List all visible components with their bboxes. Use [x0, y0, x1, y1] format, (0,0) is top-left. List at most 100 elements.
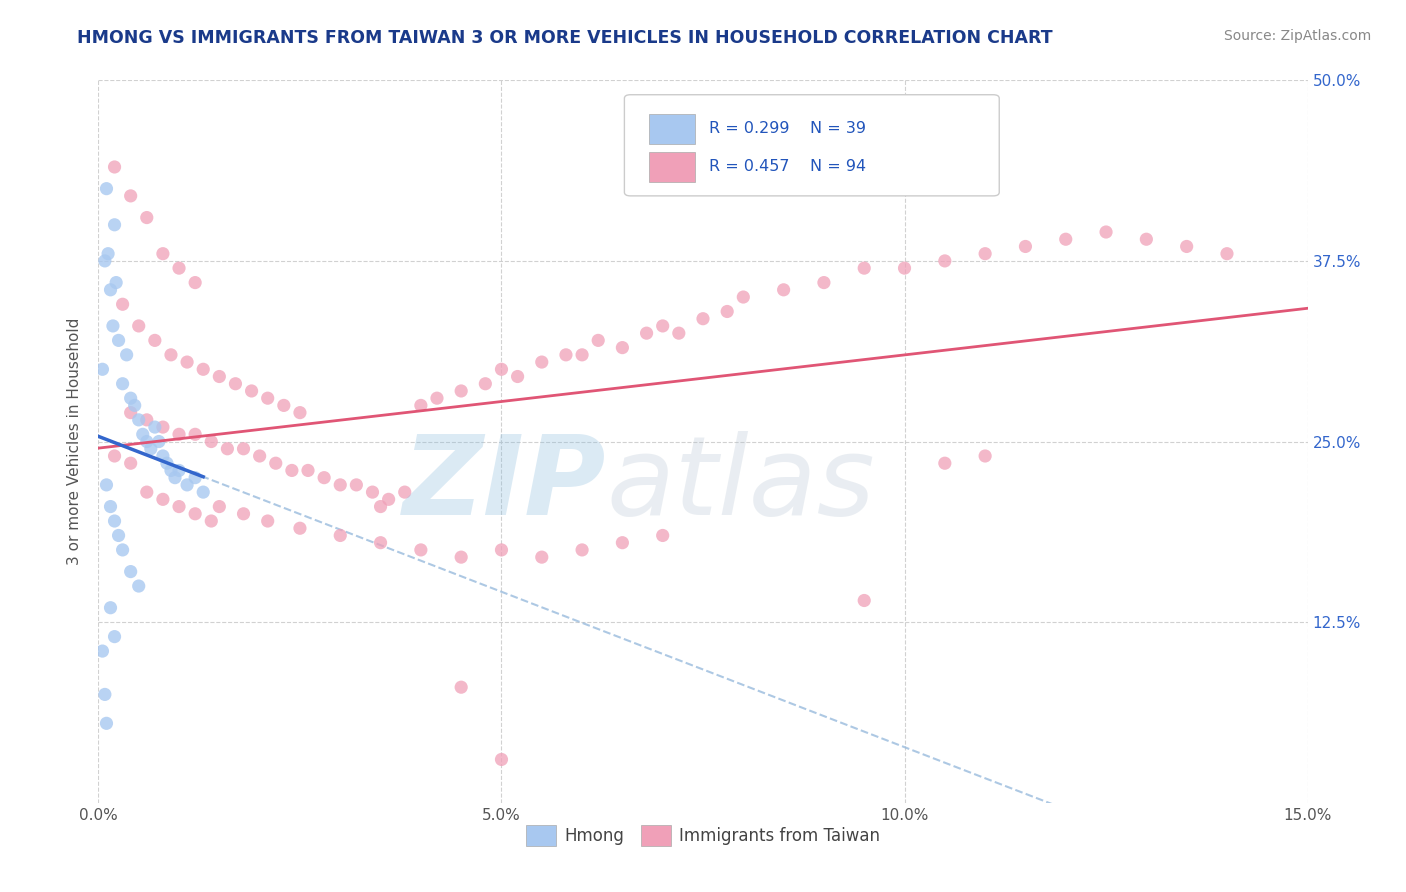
Point: [100, 600, 122, 615]
Point: [1095, 225, 1118, 239]
Point: [163, 471, 186, 485]
Point: [176, 355, 198, 369]
Point: [668, 326, 690, 341]
Point: [135, 485, 157, 500]
Point: [103, 630, 125, 644]
Point: [853, 261, 876, 276]
Point: [555, 348, 578, 362]
Point: [934, 456, 956, 470]
Point: [111, 376, 134, 391]
Point: [377, 492, 399, 507]
Point: [426, 391, 449, 405]
Point: [135, 211, 157, 225]
Point: [128, 579, 150, 593]
Point: [232, 442, 254, 456]
Point: [152, 420, 174, 434]
Point: [651, 318, 673, 333]
Point: [176, 478, 198, 492]
Point: [148, 434, 170, 449]
Point: [132, 427, 155, 442]
Point: [288, 406, 311, 420]
Point: [264, 456, 287, 470]
Point: [107, 528, 129, 542]
Point: [184, 427, 207, 442]
Point: [111, 297, 134, 311]
Point: [232, 507, 254, 521]
Point: [772, 283, 794, 297]
Point: [893, 261, 915, 276]
Point: [651, 528, 673, 542]
Point: [530, 355, 553, 369]
Point: [111, 542, 134, 557]
Point: [530, 550, 553, 565]
Point: [152, 449, 174, 463]
Point: [370, 535, 392, 549]
Point: [100, 500, 122, 514]
Point: [193, 485, 215, 500]
Point: [184, 471, 207, 485]
Point: [167, 500, 190, 514]
Point: [208, 369, 231, 384]
Text: R = 0.457    N = 94: R = 0.457 N = 94: [709, 160, 866, 175]
Point: [692, 311, 714, 326]
Point: [240, 384, 263, 398]
Point: [167, 261, 190, 276]
Point: [94, 687, 117, 701]
Point: [115, 348, 138, 362]
Point: [167, 427, 190, 442]
Point: [91, 644, 114, 658]
Point: [160, 463, 183, 477]
Point: [409, 542, 432, 557]
Point: [208, 500, 231, 514]
Point: [370, 500, 392, 514]
Text: HMONG VS IMMIGRANTS FROM TAIWAN 3 OR MORE VEHICLES IN HOUSEHOLD CORRELATION CHAR: HMONG VS IMMIGRANTS FROM TAIWAN 3 OR MOR…: [77, 29, 1053, 46]
Point: [101, 318, 124, 333]
Point: [100, 283, 122, 297]
Point: [1014, 239, 1036, 253]
Point: [105, 276, 128, 290]
Point: [143, 334, 166, 348]
Point: [139, 442, 162, 456]
Point: [135, 434, 157, 449]
Point: [103, 449, 125, 463]
Point: [224, 376, 246, 391]
Point: [329, 528, 352, 542]
Point: [120, 189, 142, 203]
Point: [474, 376, 496, 391]
Point: [491, 752, 513, 766]
Point: [974, 449, 997, 463]
Point: [256, 514, 278, 528]
Point: [120, 391, 142, 405]
Point: [193, 362, 215, 376]
Point: [91, 362, 114, 376]
Point: [934, 253, 956, 268]
Point: [200, 514, 222, 528]
Point: [120, 456, 142, 470]
Point: [586, 334, 609, 348]
Text: atlas: atlas: [606, 432, 875, 539]
FancyBboxPatch shape: [648, 113, 695, 144]
Point: [571, 542, 593, 557]
Point: [409, 398, 432, 412]
Point: [94, 253, 117, 268]
Point: [96, 716, 118, 731]
Point: [1054, 232, 1077, 246]
Point: [128, 413, 150, 427]
Point: [156, 456, 179, 470]
Point: [450, 680, 472, 694]
Text: R = 0.299    N = 39: R = 0.299 N = 39: [709, 121, 866, 136]
Text: ZIP: ZIP: [402, 432, 606, 539]
Point: [450, 384, 472, 398]
Y-axis label: 3 or more Vehicles in Household: 3 or more Vehicles in Household: [67, 318, 83, 566]
Point: [491, 542, 513, 557]
Point: [813, 276, 835, 290]
Point: [506, 369, 529, 384]
FancyBboxPatch shape: [624, 95, 1000, 196]
Point: [249, 449, 271, 463]
Point: [103, 514, 125, 528]
Point: [143, 420, 166, 434]
Point: [297, 463, 319, 477]
Point: [96, 478, 118, 492]
Point: [152, 246, 174, 260]
Point: [281, 463, 304, 477]
